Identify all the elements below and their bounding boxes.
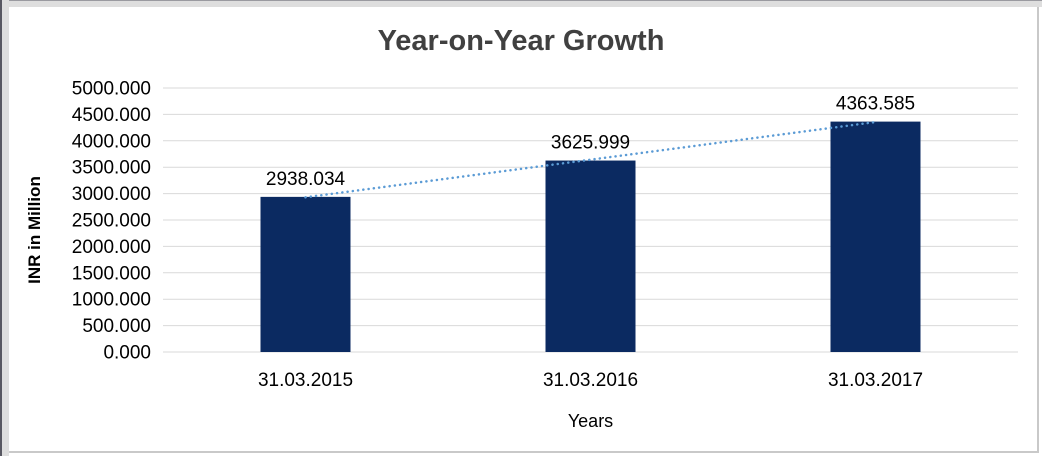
y-tick-label: 1500.000 — [72, 263, 151, 284]
y-tick-label: 0.000 — [103, 343, 151, 364]
page-edge-left — [0, 0, 9, 456]
x-axis-title: Years — [568, 411, 613, 431]
page-edge-top — [0, 0, 1042, 7]
trendline[interactable] — [304, 120, 877, 199]
y-axis-title: INR in Million — [25, 176, 44, 284]
y-tick-label: 500.000 — [82, 316, 151, 337]
bar[interactable] — [830, 121, 921, 352]
chart-border-bottom — [9, 451, 1039, 453]
x-tick-label: 31.03.2015 — [258, 370, 353, 391]
y-tick-label: 3000.000 — [72, 184, 151, 205]
bar-value-label: 2938.034 — [266, 169, 346, 190]
bar-value-label: 4363.585 — [836, 94, 915, 115]
y-tick-label: 1000.000 — [72, 290, 151, 311]
y-tick-label: 5000.000 — [72, 79, 151, 100]
y-tick-label: 2500.000 — [72, 211, 151, 232]
x-tick-label: 31.03.2016 — [543, 370, 638, 391]
bar[interactable] — [545, 160, 636, 352]
chart-border-right — [1037, 7, 1039, 453]
y-tick-label: 2000.000 — [72, 237, 151, 258]
x-tick-label: 31.03.2017 — [828, 370, 923, 391]
y-tick-label: 4000.000 — [72, 131, 151, 152]
y-tick-label: 3500.000 — [72, 158, 151, 179]
y-tick-label: 4500.000 — [72, 105, 151, 126]
chart-title: Year-on-Year Growth — [377, 25, 665, 57]
bar[interactable] — [260, 196, 351, 352]
bar-value-label: 3625.999 — [551, 133, 630, 154]
